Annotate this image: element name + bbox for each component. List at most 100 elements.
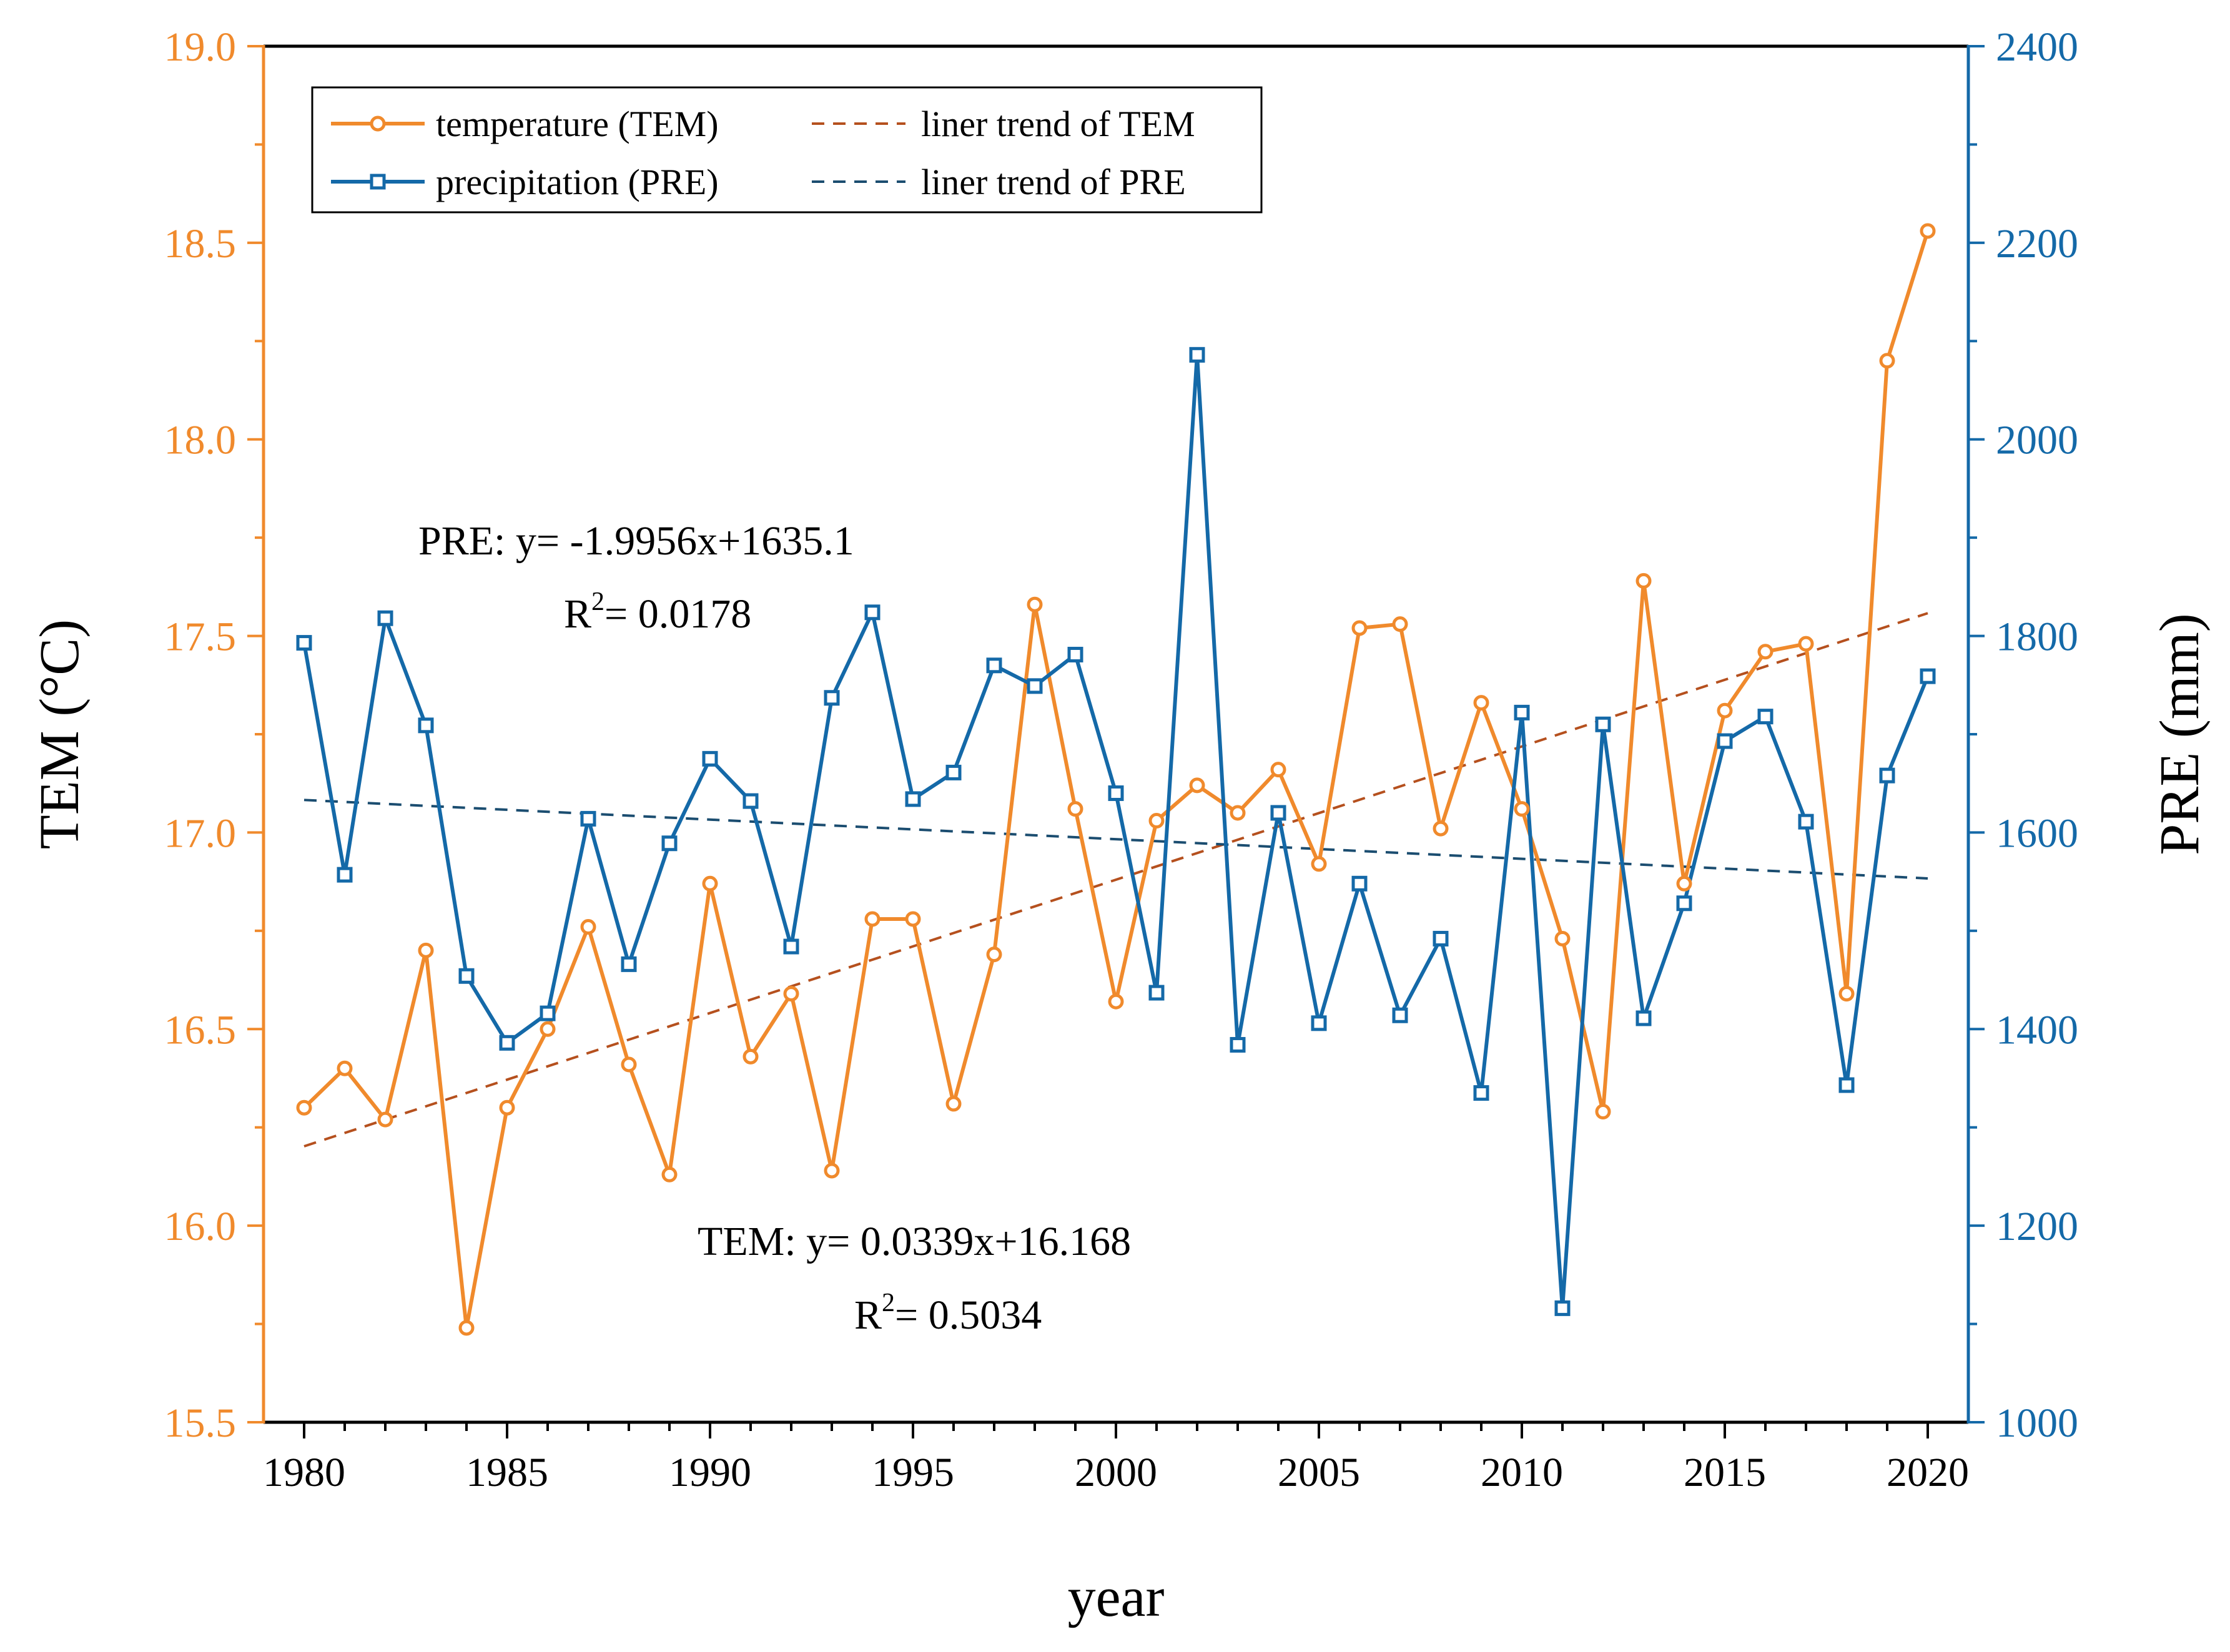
x-tick-label: 1990 xyxy=(669,1450,751,1495)
tem-point xyxy=(418,942,434,958)
pre-point xyxy=(1270,805,1286,821)
tem-point xyxy=(945,1096,962,1112)
pre-point xyxy=(1676,895,1692,912)
legend: temperature (TEM) precipitation (PRE) li… xyxy=(311,86,1263,214)
pre-point xyxy=(743,793,759,809)
pre-point xyxy=(1838,1077,1855,1093)
pre-point xyxy=(580,810,596,827)
left-y-tick-label: 17.0 xyxy=(164,810,237,856)
pre-point xyxy=(1108,785,1124,801)
x-tick-label: 2005 xyxy=(1278,1450,1360,1495)
pre-point xyxy=(1635,1010,1652,1026)
legend-entry-tem-trend: liner trend of TEM xyxy=(812,104,1195,144)
left-y-tick-label: 18.0 xyxy=(164,418,237,463)
tem-point xyxy=(337,1060,353,1076)
left-y-tick-label: 19.0 xyxy=(164,24,237,70)
pre-point xyxy=(1351,875,1368,892)
pre-r-superscript: 2 xyxy=(591,588,604,616)
pre-point xyxy=(418,717,434,734)
x-tick-label: 2010 xyxy=(1481,1450,1563,1495)
x-tick-label: 1980 xyxy=(263,1450,345,1495)
pre-point xyxy=(1230,1036,1246,1053)
pre-point xyxy=(1148,985,1165,1001)
pre-regression-annotation: PRE: y= -1.9956x+1635.1 R2= 0.0178 xyxy=(418,518,854,637)
tem-point xyxy=(1270,762,1286,778)
pre-point xyxy=(1717,733,1733,749)
pre-equation: PRE: y= -1.9956x+1635.1 xyxy=(418,518,854,564)
tem-point xyxy=(661,1166,678,1182)
pre-r-label: R xyxy=(564,591,591,637)
tem-point xyxy=(296,1099,312,1116)
pre-point xyxy=(1798,814,1814,830)
pre-point xyxy=(1392,1007,1408,1023)
tem-point xyxy=(864,911,881,927)
left-y-tick-label: 15.5 xyxy=(164,1400,237,1446)
legend-tem-circle-marker xyxy=(370,116,386,132)
pre-point xyxy=(540,1005,556,1021)
pre-r-squared: R2= 0.0178 xyxy=(564,588,751,637)
tem-r-superscript: 2 xyxy=(882,1289,895,1317)
legend-tem-label: temperature (TEM) xyxy=(436,104,719,144)
tem-point xyxy=(1067,801,1083,817)
pre-point xyxy=(702,750,718,767)
pre-point xyxy=(499,1035,515,1051)
pre-point xyxy=(661,835,678,852)
tem-point xyxy=(783,986,799,1002)
x-tick-label: 1985 xyxy=(466,1450,548,1495)
tem-point xyxy=(1554,930,1571,946)
tem-point xyxy=(1108,993,1124,1010)
legend-pre-label: precipitation (PRE) xyxy=(436,162,719,202)
pre-r-value: = 0.0178 xyxy=(604,591,751,637)
tem-r-label: R xyxy=(854,1292,882,1338)
pre-point xyxy=(1189,347,1205,363)
tem-point xyxy=(1148,813,1165,829)
tem-point xyxy=(1351,620,1368,636)
right-y-tick-label: 2000 xyxy=(1996,418,2078,463)
tem-point xyxy=(1717,702,1733,719)
tem-point xyxy=(1027,596,1043,612)
tem-point xyxy=(1798,636,1814,652)
tem-regression-annotation: TEM: y= 0.0339x+16.168 R2= 0.5034 xyxy=(698,1219,1131,1338)
tem-point xyxy=(1392,616,1408,632)
right-y-tick-label: 1600 xyxy=(1996,810,2078,856)
left-y-tick-label: 18.5 xyxy=(164,221,237,267)
pre-point xyxy=(1879,767,1895,784)
pre-point xyxy=(824,690,840,706)
left-y-axis-title: TEM (°C) xyxy=(29,619,91,849)
tem-point xyxy=(1838,986,1855,1002)
legend-tem-trend-label: liner trend of TEM xyxy=(921,104,1195,144)
tem-point xyxy=(824,1163,840,1179)
tem-point xyxy=(1635,573,1652,589)
tem-point xyxy=(702,875,718,892)
pre-point xyxy=(1027,678,1043,694)
tem-point xyxy=(540,1021,556,1037)
tem-point xyxy=(1676,875,1692,892)
x-tick-label: 2015 xyxy=(1684,1450,1766,1495)
pre-point xyxy=(1920,668,1936,684)
pre-point xyxy=(1067,646,1083,662)
tem-r-value: = 0.5034 xyxy=(895,1292,1042,1338)
right-y-axis-title: PRE (mm) xyxy=(2149,613,2211,855)
tem-point xyxy=(1433,820,1449,837)
pre-point xyxy=(1514,704,1530,720)
x-tick-label: 1995 xyxy=(872,1450,954,1495)
tem-point xyxy=(905,911,921,927)
legend-entry-pre-trend: liner trend of PRE xyxy=(812,162,1186,202)
pre-point xyxy=(1311,1015,1327,1031)
tem-point xyxy=(1311,856,1327,872)
pre-point xyxy=(945,764,962,780)
legend-entry-pre: precipitation (PRE) xyxy=(331,162,719,202)
tem-point xyxy=(499,1099,515,1116)
tem-point xyxy=(1189,777,1205,794)
legend-pre-square-marker xyxy=(370,174,386,190)
right-y-tick-label: 1400 xyxy=(1996,1007,2078,1053)
pre-point xyxy=(377,610,393,626)
tem-point xyxy=(1920,223,1936,239)
pre-point xyxy=(1757,709,1774,725)
tem-point xyxy=(1595,1104,1611,1120)
tem-point xyxy=(1230,805,1246,821)
pre-point xyxy=(337,867,353,883)
pre-point xyxy=(986,657,1002,674)
tem-point xyxy=(580,919,596,935)
